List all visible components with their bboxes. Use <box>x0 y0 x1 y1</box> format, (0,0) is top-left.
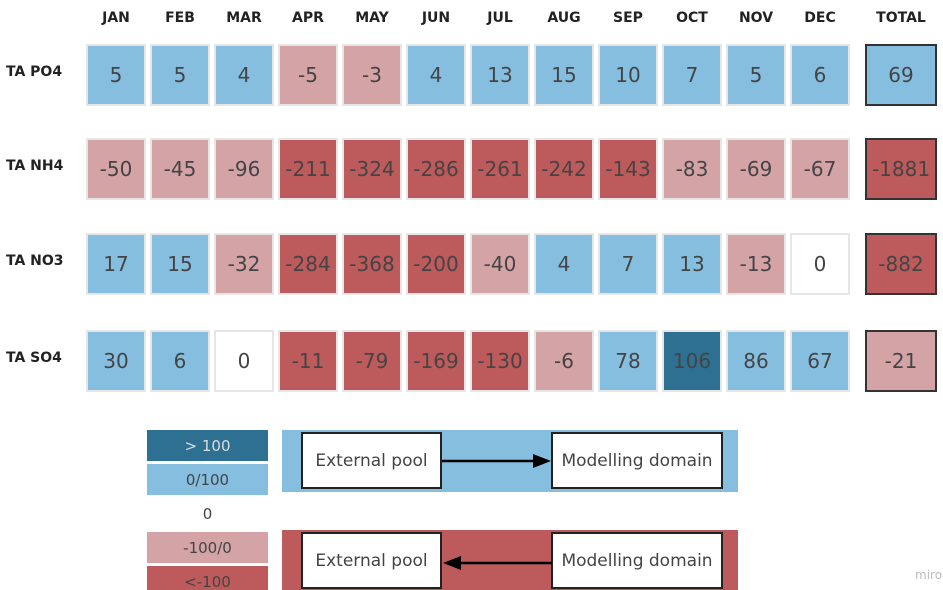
cell: 15 <box>534 44 594 106</box>
cell: -13 <box>726 233 786 295</box>
flow-band: External pool Modelling domain <box>282 430 738 492</box>
cell: 4 <box>534 233 594 295</box>
cell: -69 <box>726 138 786 200</box>
cell: -882 <box>865 233 937 295</box>
column-header: TOTAL <box>876 10 926 26</box>
cell: -21 <box>865 330 937 392</box>
cell: 69 <box>865 44 937 106</box>
cell: -368 <box>342 233 402 295</box>
cell: 5 <box>150 44 210 106</box>
column-header: OCT <box>676 10 708 26</box>
cell: 67 <box>790 330 850 392</box>
cell: -96 <box>214 138 274 200</box>
column-header: MAY <box>355 10 389 26</box>
column-header: FEB <box>165 10 195 26</box>
cell: -169 <box>406 330 466 392</box>
column-header: APR <box>292 10 324 26</box>
cell: -1881 <box>865 138 937 200</box>
column-header: NOV <box>738 10 774 26</box>
box: Modelling domain <box>551 532 723 589</box>
arrow <box>442 454 551 468</box>
cell: -11 <box>278 330 338 392</box>
box: Modelling domain <box>551 432 723 489</box>
legend-item: 0/100 <box>147 464 268 495</box>
cell: 17 <box>86 233 146 295</box>
row-label: TA PO4 <box>6 64 63 80</box>
cell: -200 <box>406 233 466 295</box>
cell: -45 <box>150 138 210 200</box>
column-header: JAN <box>102 10 130 26</box>
cell: -5 <box>278 44 338 106</box>
cell: -130 <box>470 330 530 392</box>
cell: -3 <box>342 44 402 106</box>
column-header: JUN <box>421 10 451 26</box>
cell: -32 <box>214 233 274 295</box>
cell: -286 <box>406 138 466 200</box>
cell: -211 <box>278 138 338 200</box>
cell: -50 <box>86 138 146 200</box>
cell: -67 <box>790 138 850 200</box>
cell: 0 <box>790 233 850 295</box>
cell: 106 <box>662 330 722 392</box>
cell: 13 <box>662 233 722 295</box>
column-header: DEC <box>804 10 836 26</box>
cell: 5 <box>726 44 786 106</box>
cell: 4 <box>406 44 466 106</box>
cell: -324 <box>342 138 402 200</box>
cell: 78 <box>598 330 658 392</box>
legend-item: 0 <box>147 498 268 529</box>
cell: 4 <box>214 44 274 106</box>
cell: 30 <box>86 330 146 392</box>
cell: -6 <box>534 330 594 392</box>
cell: 6 <box>790 44 850 106</box>
row-label: TA SO4 <box>6 350 62 366</box>
legend-item: <-100 <box>147 566 268 590</box>
box: External pool <box>301 532 442 589</box>
cell: -261 <box>470 138 530 200</box>
arrow <box>443 556 552 570</box>
legend-item: -100/0 <box>147 532 268 563</box>
cell: -242 <box>534 138 594 200</box>
column-header: JUL <box>487 10 513 26</box>
cell: -284 <box>278 233 338 295</box>
cell: 7 <box>598 233 658 295</box>
box: External pool <box>301 432 442 489</box>
cell: 6 <box>150 330 210 392</box>
cell: 86 <box>726 330 786 392</box>
cell: -79 <box>342 330 402 392</box>
flow-band: External pool Modelling domain <box>282 530 738 590</box>
row-label: TA NH4 <box>6 158 64 174</box>
row-label: TA NO3 <box>6 253 64 269</box>
legend-item: > 100 <box>147 430 268 461</box>
cell: 7 <box>662 44 722 106</box>
column-header: SEP <box>613 10 643 26</box>
column-header: MAR <box>226 10 262 26</box>
cell: 0 <box>214 330 274 392</box>
column-header: AUG <box>547 10 581 26</box>
watermark: miro <box>915 568 943 582</box>
cell: 13 <box>470 44 530 106</box>
cell: 10 <box>598 44 658 106</box>
cell: 5 <box>86 44 146 106</box>
cell: -143 <box>598 138 658 200</box>
cell: -83 <box>662 138 722 200</box>
cell: 15 <box>150 233 210 295</box>
cell: -40 <box>470 233 530 295</box>
